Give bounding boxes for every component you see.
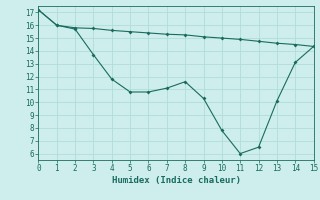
- X-axis label: Humidex (Indice chaleur): Humidex (Indice chaleur): [111, 176, 241, 185]
